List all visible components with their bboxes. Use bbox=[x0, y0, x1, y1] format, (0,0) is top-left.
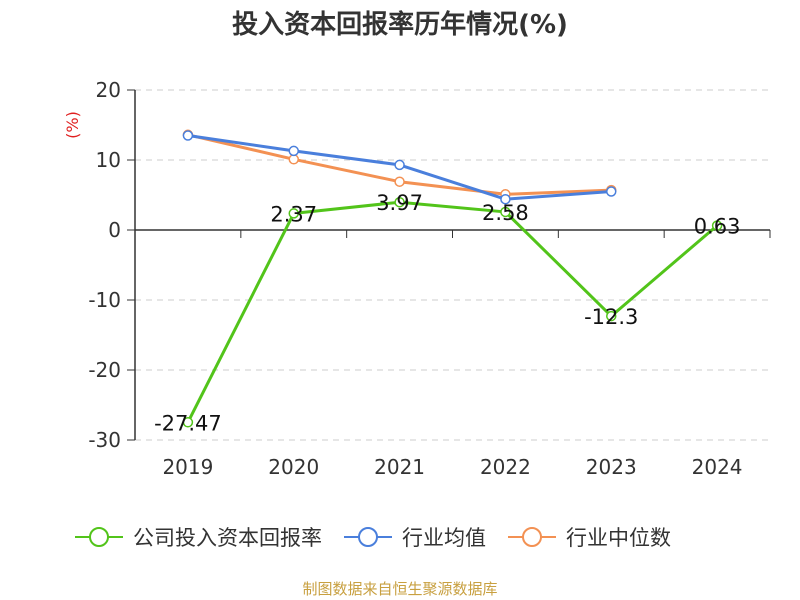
data-label: 3.97 bbox=[376, 191, 423, 215]
legend-marker[interactable] bbox=[89, 527, 109, 547]
x-tick-label: 2020 bbox=[268, 455, 319, 479]
x-tick-label: 2024 bbox=[692, 455, 743, 479]
series-point[interactable] bbox=[500, 206, 511, 218]
x-tick-label: 2022 bbox=[480, 455, 531, 479]
y-tick-label: 0 bbox=[108, 218, 121, 242]
series-point[interactable] bbox=[711, 220, 723, 231]
series-point[interactable] bbox=[182, 130, 194, 141]
legend-marker[interactable] bbox=[358, 527, 378, 547]
data-label: 2.58 bbox=[482, 201, 529, 225]
y-axis-label: (%) bbox=[63, 111, 82, 139]
y-tick-label: -20 bbox=[88, 358, 121, 382]
data-labels: -27.47 2.37 3.97 2.58 -12.3 0.63 bbox=[154, 191, 740, 435]
legend-label[interactable]: 公司投入资本回报率 bbox=[133, 526, 322, 550]
legend[interactable]: 公司投入资本回报率 行业均值 行业中位数 bbox=[75, 526, 671, 550]
data-label: -12.3 bbox=[584, 305, 638, 329]
series-point[interactable] bbox=[182, 417, 194, 428]
series-point[interactable] bbox=[288, 154, 299, 165]
x-tick-label: 2021 bbox=[374, 455, 425, 479]
series-point[interactable] bbox=[394, 196, 405, 208]
data-label: 2.37 bbox=[270, 202, 317, 226]
legend-label[interactable]: 行业均值 bbox=[402, 526, 486, 550]
x-tick-label: 2019 bbox=[162, 455, 213, 479]
chart-title: 投入资本回报率历年情况(%) bbox=[232, 10, 568, 40]
legend-marker[interactable] bbox=[522, 527, 542, 547]
gridlines bbox=[135, 89, 770, 441]
series-point[interactable] bbox=[288, 208, 299, 219]
series-point[interactable] bbox=[606, 186, 617, 197]
legend-label[interactable]: 行业中位数 bbox=[566, 526, 671, 550]
series-line bbox=[186, 200, 719, 423]
y-tick-label: 20 bbox=[96, 78, 121, 102]
y-tick-label: -30 bbox=[88, 428, 121, 452]
x-tick-label: 2023 bbox=[586, 455, 637, 479]
series-point[interactable] bbox=[394, 176, 405, 187]
y-tick-label: -10 bbox=[88, 288, 121, 312]
data-label: -27.47 bbox=[154, 411, 222, 435]
series-point[interactable] bbox=[606, 310, 617, 322]
source-note: 制图数据来自恒生聚源数据库 bbox=[302, 580, 498, 598]
series-layer bbox=[182, 129, 723, 428]
axes: 20 10 0 -10 -20 -30 2019 2020 2021 2022 2023 2024 bbox=[88, 78, 771, 479]
y-tick-label: 10 bbox=[96, 148, 121, 172]
series-point[interactable] bbox=[394, 159, 405, 171]
series-point[interactable] bbox=[288, 145, 299, 157]
series-point[interactable] bbox=[500, 193, 511, 205]
data-label: 0.63 bbox=[694, 215, 741, 239]
